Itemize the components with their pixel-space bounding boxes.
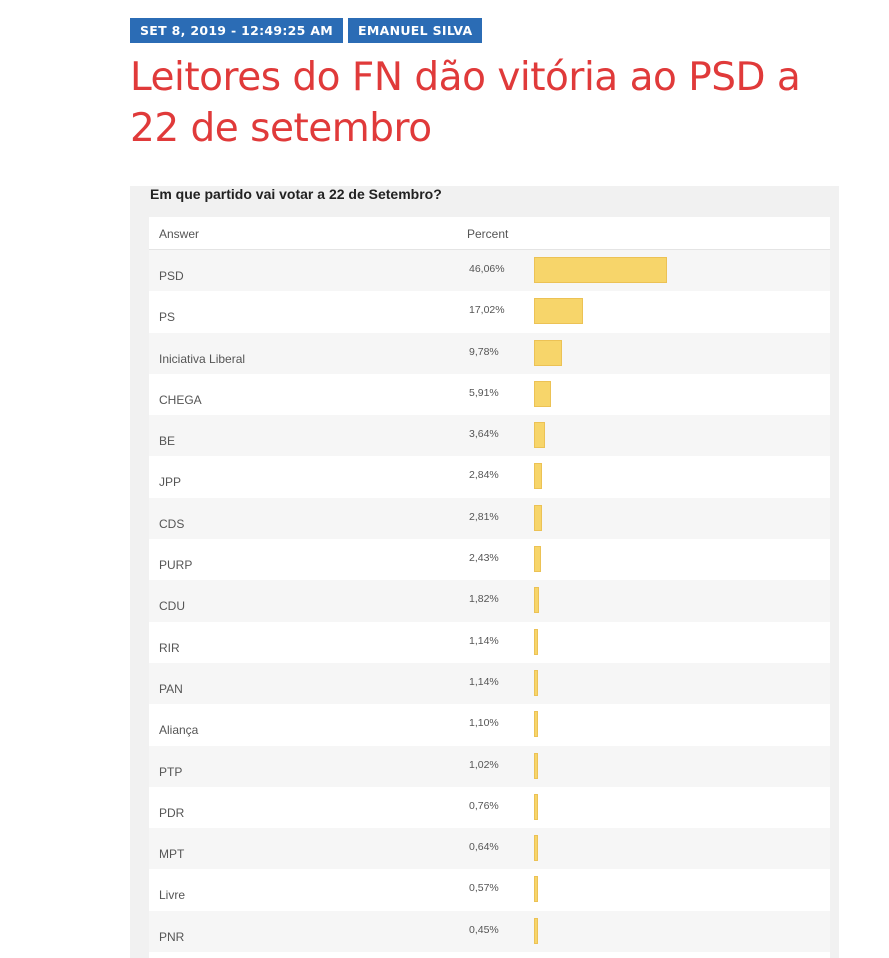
answer-label: CHEGA (159, 392, 202, 407)
poll-question: Em que partido vai votar a 22 de Setembr… (150, 186, 442, 202)
answer-label: Aliança (159, 723, 199, 738)
table-row: BE 3,64% (149, 415, 830, 457)
poll-results-table: Answer Percent PSD 46,06% PS 17,02% Iniciati… (149, 217, 830, 958)
table-row: PNR 0,45% (149, 910, 830, 953)
percent-bar (534, 587, 540, 614)
answer-label: PTP (159, 764, 183, 779)
post-title: Leitores do FN dão vitória ao PSD a 22 d… (130, 55, 801, 151)
table-row: CHEGA 5,91% (149, 374, 830, 415)
table-row: JPP 2,84% (149, 456, 830, 497)
answer-label: Livre (159, 888, 186, 903)
answer-label: PDR (159, 805, 185, 820)
percent-bar (534, 422, 545, 449)
percent-label: 1,10% (469, 717, 499, 730)
table-row: PDR 0,76% (149, 787, 830, 828)
answer-label: Iniciativa Liberal (159, 351, 246, 366)
percent-label: 2,81% (469, 510, 499, 523)
table-row: PURP 2,43% (149, 539, 830, 580)
percent-bar (534, 257, 667, 283)
poll-results-panel: Em que partido vai votar a 22 de Setembr… (130, 186, 839, 958)
percent-label: 0,57% (469, 882, 499, 895)
percent-label: 0,45% (469, 923, 499, 936)
percent-label: 2,43% (469, 552, 499, 565)
percent-bar (534, 917, 538, 944)
table-row: PTP 1,02% (149, 745, 830, 787)
percent-bar (534, 835, 538, 862)
percent-label: 1,82% (469, 593, 499, 606)
percent-bar (534, 339, 563, 366)
post-meta: SET 8, 2019 - 12:49:25 AM EMANUEL SILVA (130, 18, 483, 43)
answer-label: CDU (159, 599, 185, 614)
answer-label: MPT (159, 847, 185, 862)
answer-label: PURP (159, 558, 193, 573)
percent-bar (534, 876, 538, 903)
table-row: Aliança 1,10% (149, 704, 830, 745)
table-row: Livre 0,57% (149, 869, 830, 910)
percent-label: 0,76% (469, 799, 499, 812)
post-author-badge[interactable]: EMANUEL SILVA (348, 18, 483, 43)
table-row: MPT 0,64% (149, 828, 830, 870)
answer-label: PNR (159, 929, 185, 944)
answer-label: JPP (159, 475, 182, 490)
table-row: PSD 46,06% (149, 250, 830, 292)
percent-label: 1,14% (469, 634, 499, 647)
percent-bar (534, 504, 543, 531)
percent-bar (534, 793, 538, 820)
table-row: PS 17,02% (149, 291, 830, 332)
percent-bar (534, 380, 552, 407)
header-answer: Answer (159, 227, 200, 241)
post-date-badge[interactable]: SET 8, 2019 - 12:49:25 AM (130, 18, 344, 43)
table-row: RIR 1,14% (149, 622, 830, 663)
header-percent: Percent (467, 227, 509, 241)
percent-bar (534, 669, 538, 696)
percent-label: 0,64% (469, 841, 499, 854)
table-header: Answer Percent (149, 217, 830, 250)
percent-bar (534, 752, 538, 779)
percent-label: 9,78% (469, 345, 499, 358)
percent-bar (534, 463, 543, 490)
answer-label: BE (159, 434, 176, 449)
percent-label: 1,02% (469, 758, 499, 771)
percent-bar (534, 546, 542, 573)
answer-label: RIR (159, 640, 180, 655)
percent-label: 3,64% (469, 428, 499, 441)
answer-label: CDS (159, 516, 185, 531)
percent-label: 2,84% (469, 469, 499, 482)
answer-label: PAN (159, 681, 183, 696)
table-row: CDS 2,81% (149, 497, 830, 540)
percent-bar (534, 628, 538, 655)
percent-label: 46,06% (469, 263, 505, 275)
table-row: PAN 1,14% (149, 662, 830, 705)
table-body: PSD 46,06% PS 17,02% Iniciativa Liberal 9,78%… (149, 250, 830, 953)
percent-label: 5,91% (469, 386, 499, 399)
percent-bar (534, 298, 584, 325)
answer-label: PSD (159, 269, 184, 283)
percent-label: 17,02% (469, 304, 505, 317)
answer-label: PS (159, 310, 176, 325)
percent-label: 1,14% (469, 675, 499, 688)
table-row: Iniciativa Liberal 9,78% (149, 332, 830, 374)
percent-bar (534, 711, 538, 738)
table-row: CDU 1,82% (149, 580, 830, 622)
